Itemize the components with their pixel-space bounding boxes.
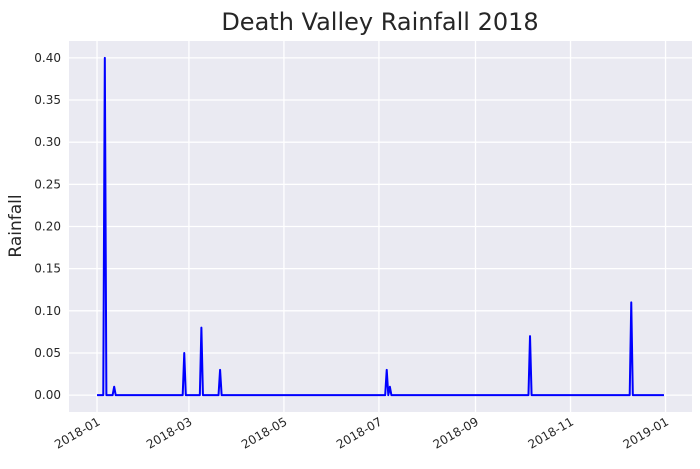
y-tick-label: 0.35: [34, 93, 61, 107]
x-tick-label: 2018-11: [526, 414, 576, 451]
y-tick-label: 0.30: [34, 135, 61, 149]
series-group: [97, 56, 664, 397]
y-tick-label: 0.10: [34, 304, 61, 318]
x-tick-label: 2018-09: [431, 414, 481, 451]
x-tick-label: 2018-07: [334, 414, 384, 451]
y-axis: 0.00 0.05 0.10 0.15 0.20 0.25 0.30 0.35 0.40: [34, 51, 61, 402]
grid-lines: [69, 41, 692, 412]
y-tick-label: 0.20: [34, 220, 61, 234]
rainfall-series-line: [97, 56, 664, 397]
y-axis-label: Rainfall: [6, 194, 26, 257]
x-tick-label: 2019-01: [621, 414, 671, 451]
y-tick-label: 0.40: [34, 51, 61, 65]
y-tick-label: 0.00: [34, 388, 61, 402]
y-tick-label: 0.25: [34, 177, 61, 191]
x-tick-label: 2018-05: [239, 414, 289, 451]
y-tick-label: 0.15: [34, 262, 61, 276]
x-axis: 2018-01 2018-03 2018-05 2018-07 2018-09 2018-…: [52, 414, 671, 451]
x-tick-label: 2018-03: [144, 414, 194, 451]
x-tick-label: 2018-01: [52, 414, 102, 451]
chart-title: Death Valley Rainfall 2018: [221, 8, 538, 36]
y-tick-label: 0.05: [34, 346, 61, 360]
